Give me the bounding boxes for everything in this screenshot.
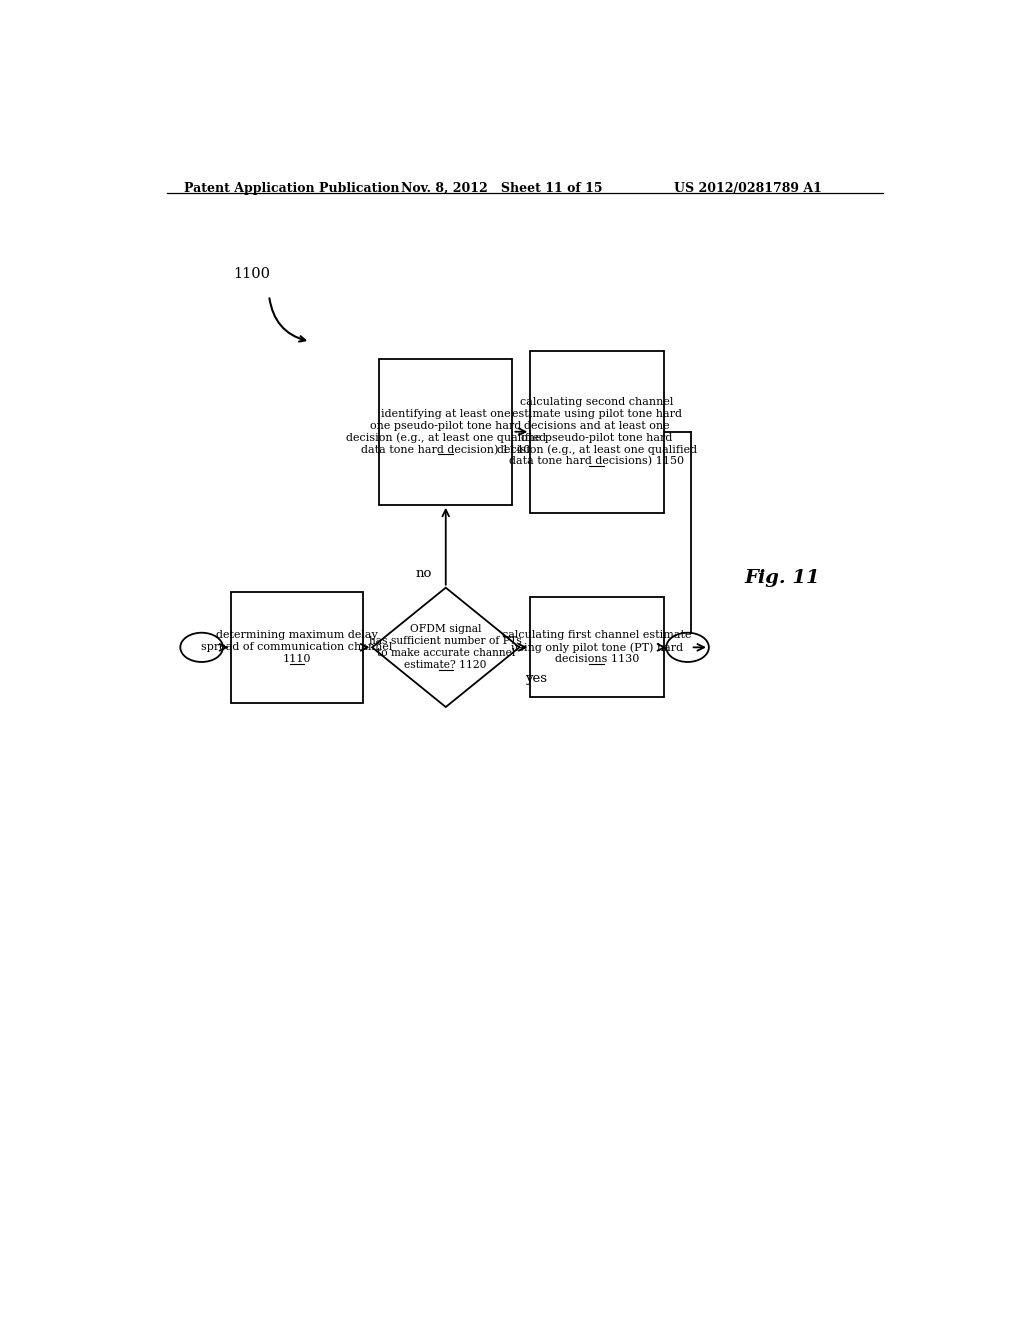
Text: yes: yes [525,672,548,685]
Text: data tone hard decision) 1140: data tone hard decision) 1140 [361,445,530,455]
Text: using only pilot tone (PT) hard: using only pilot tone (PT) hard [511,642,683,652]
Text: US 2012/0281789 A1: US 2012/0281789 A1 [675,182,822,194]
Text: estimate? 1120: estimate? 1120 [404,660,487,671]
FancyBboxPatch shape [379,359,512,506]
FancyBboxPatch shape [231,591,362,704]
Text: Nov. 8, 2012   Sheet 11 of 15: Nov. 8, 2012 Sheet 11 of 15 [400,182,602,194]
Text: calculating first channel estimate: calculating first channel estimate [502,631,691,640]
Text: one pseudo-pilot tone hard: one pseudo-pilot tone hard [521,433,673,442]
Text: identifying at least one: identifying at least one [381,409,511,418]
Text: Fig. 11: Fig. 11 [744,569,820,587]
Text: determining maximum delay: determining maximum delay [216,631,378,640]
Text: no: no [416,568,432,579]
FancyBboxPatch shape [530,598,664,697]
Text: spread of communication channel: spread of communication channel [202,643,392,652]
Text: estimate using pilot tone hard: estimate using pilot tone hard [512,409,682,418]
Text: decisions 1130: decisions 1130 [555,655,639,664]
Text: decisions and at least one: decisions and at least one [524,421,670,430]
Text: Patent Application Publication: Patent Application Publication [183,182,399,194]
Text: calculating second channel: calculating second channel [520,397,674,407]
Text: decision (e.g., at least one qualified: decision (e.g., at least one qualified [497,445,697,455]
FancyBboxPatch shape [530,351,664,512]
Text: data tone hard decisions) 1150: data tone hard decisions) 1150 [509,457,684,467]
Text: OFDM signal: OFDM signal [410,624,481,635]
Ellipse shape [667,632,709,663]
Text: has sufficient number of PTs: has sufficient number of PTs [370,636,522,647]
Text: 1100: 1100 [233,267,270,281]
Text: 1110: 1110 [283,655,311,664]
Text: to make accurate channel: to make accurate channel [377,648,515,659]
Text: one pseudo-pilot tone hard: one pseudo-pilot tone hard [370,421,521,430]
Text: decision (e.g., at least one qualified: decision (e.g., at least one qualified [346,433,546,444]
Polygon shape [372,587,519,708]
Ellipse shape [180,632,223,663]
